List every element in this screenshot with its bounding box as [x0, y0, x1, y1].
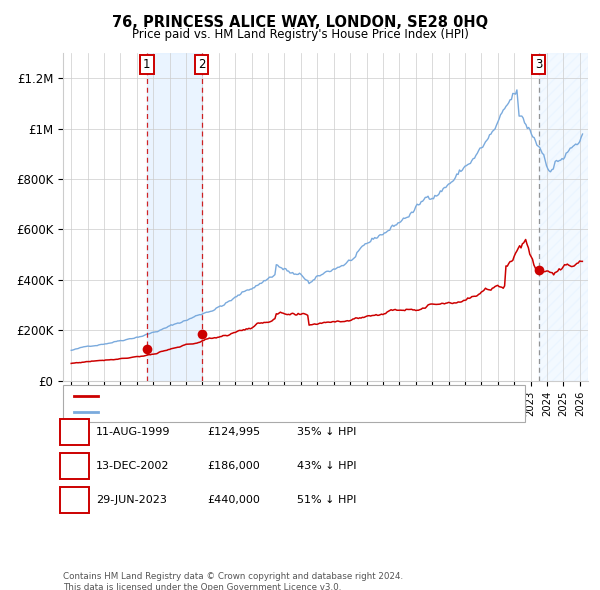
Text: Contains HM Land Registry data © Crown copyright and database right 2024.
This d: Contains HM Land Registry data © Crown c…	[63, 572, 403, 590]
Text: £124,995: £124,995	[207, 427, 260, 437]
Text: 2: 2	[198, 58, 206, 71]
Text: 43% ↓ HPI: 43% ↓ HPI	[297, 461, 356, 471]
Text: 13-DEC-2002: 13-DEC-2002	[96, 461, 170, 471]
Text: 35% ↓ HPI: 35% ↓ HPI	[297, 427, 356, 437]
Text: 2: 2	[71, 460, 78, 473]
Text: 76, PRINCESS ALICE WAY, LONDON, SE28 0HQ: 76, PRINCESS ALICE WAY, LONDON, SE28 0HQ	[112, 15, 488, 30]
Text: 1: 1	[143, 58, 151, 71]
Bar	[147, 53, 202, 381]
Bar	[539, 53, 588, 381]
Text: HPI: Average price, detached house, Greenwich: HPI: Average price, detached house, Gree…	[102, 407, 340, 417]
Text: 51% ↓ HPI: 51% ↓ HPI	[297, 496, 356, 505]
Text: £186,000: £186,000	[207, 461, 260, 471]
Text: 3: 3	[535, 58, 542, 71]
Text: 76, PRINCESS ALICE WAY, LONDON, SE28 0HQ (detached house): 76, PRINCESS ALICE WAY, LONDON, SE28 0HQ…	[102, 391, 422, 401]
Text: 1: 1	[71, 425, 78, 438]
Text: Price paid vs. HM Land Registry's House Price Index (HPI): Price paid vs. HM Land Registry's House …	[131, 28, 469, 41]
Text: 29-JUN-2023: 29-JUN-2023	[96, 496, 167, 505]
Text: 3: 3	[71, 494, 78, 507]
Text: £440,000: £440,000	[207, 496, 260, 505]
Text: 11-AUG-1999: 11-AUG-1999	[96, 427, 170, 437]
